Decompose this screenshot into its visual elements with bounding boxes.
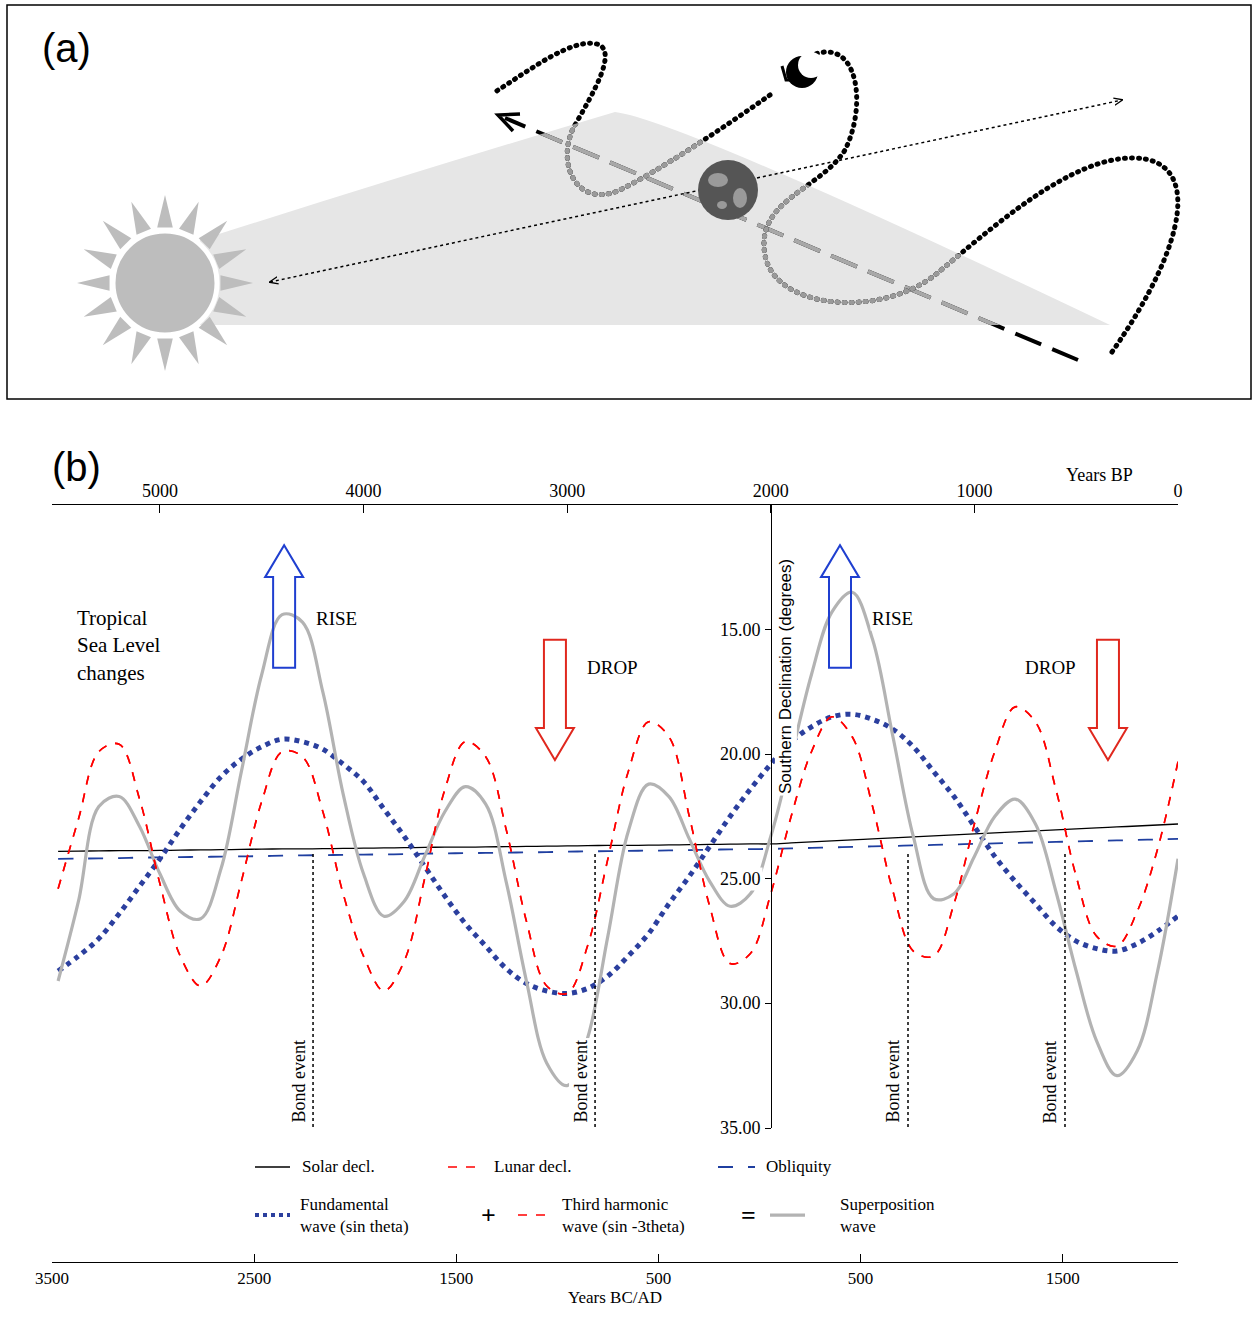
svg-text:1500: 1500 (439, 1269, 473, 1288)
svg-text:Bond event: Bond event (571, 1040, 591, 1123)
svg-text:Lunar decl.: Lunar decl. (494, 1157, 571, 1176)
svg-text:Years BC/AD: Years BC/AD (568, 1288, 662, 1307)
svg-text:Bond event: Bond event (289, 1040, 309, 1123)
svg-text:TropicalSea Levelchanges: TropicalSea Levelchanges (77, 606, 161, 685)
svg-text:1000: 1000 (956, 481, 992, 501)
svg-text:3000: 3000 (549, 481, 585, 501)
svg-text:500: 500 (646, 1269, 672, 1288)
svg-text:25.00: 25.00 (720, 869, 761, 889)
svg-text:(b): (b) (52, 445, 101, 489)
svg-text:500: 500 (848, 1269, 874, 1288)
svg-text:Bond event: Bond event (1040, 1041, 1060, 1124)
svg-text:DROP: DROP (587, 657, 638, 678)
svg-text:Superpositionwave: Superpositionwave (840, 1195, 935, 1236)
svg-text:2000: 2000 (753, 481, 789, 501)
svg-text:4000: 4000 (346, 481, 382, 501)
svg-text:30.00: 30.00 (720, 993, 761, 1013)
svg-text:5000: 5000 (142, 481, 178, 501)
svg-text:2500: 2500 (237, 1269, 271, 1288)
svg-text:20.00: 20.00 (720, 744, 761, 764)
svg-text:15.00: 15.00 (720, 620, 761, 640)
svg-text:35.00: 35.00 (720, 1118, 761, 1138)
svg-text:Third harmonicwave (sin -3thet: Third harmonicwave (sin -3theta) (562, 1195, 685, 1236)
svg-text:Years BP: Years BP (1066, 465, 1133, 485)
svg-text:+: + (481, 1201, 496, 1230)
svg-text:3500: 3500 (35, 1269, 69, 1288)
svg-text:Fundamentalwave (sin theta): Fundamentalwave (sin theta) (300, 1195, 409, 1236)
svg-text:RISE: RISE (316, 608, 357, 629)
svg-text:RISE: RISE (872, 608, 913, 629)
svg-text:1500: 1500 (1046, 1269, 1080, 1288)
svg-text:0: 0 (1174, 481, 1183, 501)
svg-text:Obliquity: Obliquity (766, 1157, 832, 1176)
svg-text:Southern Declination (degrees): Southern Declination (degrees) (776, 559, 795, 794)
svg-text:Solar decl.: Solar decl. (302, 1157, 375, 1176)
svg-text:DROP: DROP (1025, 657, 1076, 678)
svg-text:Bond event: Bond event (883, 1040, 903, 1123)
svg-text:=: = (741, 1201, 756, 1230)
svg-text:(a): (a) (42, 26, 91, 70)
